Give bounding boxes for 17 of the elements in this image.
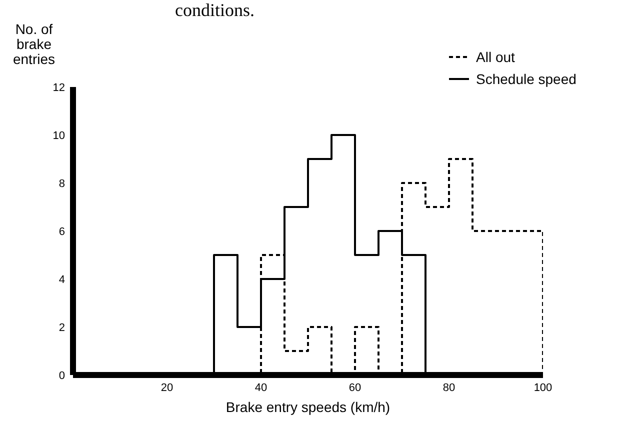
y-tick-label: 6 bbox=[58, 226, 65, 238]
y-tick-label: 10 bbox=[52, 130, 65, 142]
y-tick-label: 4 bbox=[58, 274, 65, 286]
x-axis-title: Brake entry speeds (km/h) bbox=[226, 399, 390, 415]
x-tick-label: 60 bbox=[348, 382, 362, 394]
y-tick-label: 0 bbox=[58, 370, 65, 382]
x-tick-label: 40 bbox=[254, 382, 268, 394]
x-tick-label: 80 bbox=[442, 382, 456, 394]
legend-label: All out bbox=[476, 48, 515, 67]
y-axis-title: No. of brake entries bbox=[12, 21, 56, 67]
x-tick-label: 100 bbox=[534, 382, 552, 394]
y-tick-label: 2 bbox=[58, 322, 65, 334]
legend-label: Schedule speed bbox=[476, 70, 576, 89]
y-tick-label: 12 bbox=[52, 82, 65, 94]
text: conditions. bbox=[175, 0, 254, 20]
x-tick-label: 20 bbox=[160, 382, 174, 394]
y-tick-label: 8 bbox=[58, 178, 65, 190]
